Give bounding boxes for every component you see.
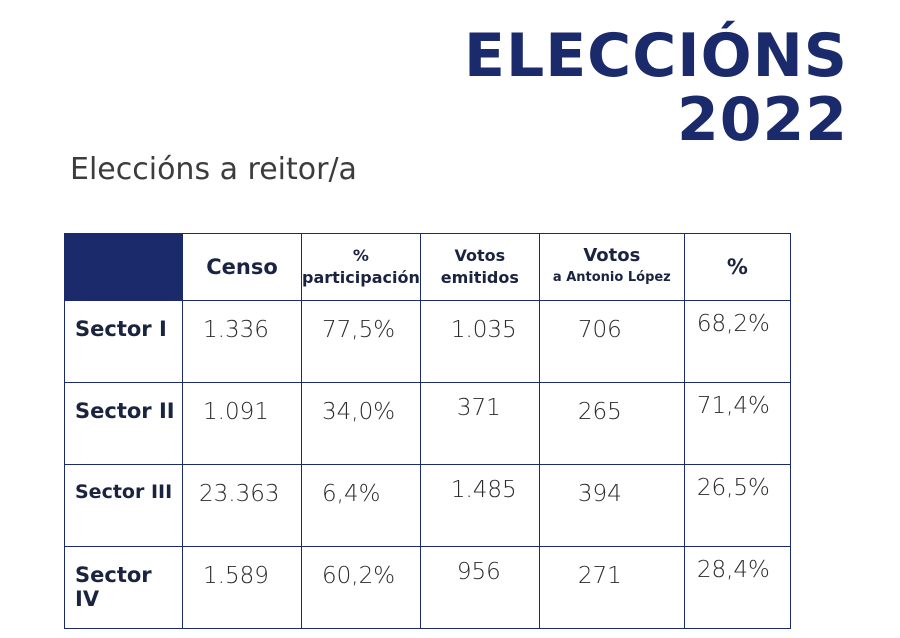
- col-header-emitidos-line1: Votos: [454, 246, 506, 265]
- cell-pct: 26,5%: [683, 464, 791, 547]
- cell-censo: 1.336: [182, 300, 302, 383]
- cell-censo: 23.363: [182, 464, 302, 547]
- cell-votos-lopez: 706: [538, 300, 685, 383]
- title-line-1: ELECCIÓNS: [463, 21, 848, 91]
- cell-participacion: 60,2%: [301, 546, 421, 629]
- table-corner-cell: [64, 233, 183, 301]
- row-label: Sector II: [64, 382, 183, 465]
- row-label: Sector I: [64, 300, 183, 383]
- cell-votos-lopez: 394: [538, 464, 685, 547]
- cell-participacion: 34,0%: [301, 382, 421, 465]
- cell-pct: 71,4%: [683, 382, 791, 465]
- col-header-censo: Censo: [182, 233, 302, 301]
- table-row: Sector I 1.336 77,5% 1.035 706 68,2%: [64, 300, 791, 383]
- table-header-row: Censo % participación Votos emitidos Vot…: [64, 233, 791, 301]
- cell-votos-lopez: 271: [538, 546, 685, 629]
- cell-censo: 1.589: [182, 546, 302, 629]
- page-subtitle: Eleccións a reitor/a: [70, 152, 357, 187]
- title-line-2: 2022: [677, 85, 848, 155]
- col-header-votos-lopez: Votos a Antonio López: [538, 233, 685, 301]
- cell-emitidos: 956: [419, 546, 540, 629]
- cell-pct: 28,4%: [683, 546, 791, 629]
- cell-pct: 68,2%: [683, 300, 791, 383]
- row-label: Sector IV: [64, 546, 183, 629]
- page-title: ELECCIÓNS 2022: [464, 24, 848, 152]
- col-header-participacion: % participación: [301, 233, 421, 301]
- cell-censo: 1.091: [182, 382, 302, 465]
- col-header-participacion-symbol: %: [352, 246, 369, 265]
- table-row: Sector II 1.091 34,0% 371 265 71,4%: [64, 382, 791, 465]
- col-header-emitidos: Votos emitidos: [419, 233, 540, 301]
- cell-participacion: 77,5%: [301, 300, 421, 383]
- col-header-votos-lopez-line1: Votos: [583, 245, 641, 266]
- cell-emitidos: 371: [419, 382, 540, 465]
- cell-participacion: 6,4%: [301, 464, 421, 547]
- col-header-emitidos-line2: emitidos: [440, 268, 519, 287]
- table-row: Sector III 23.363 6,4% 1.485 394 26,5%: [64, 464, 791, 547]
- col-header-pct: %: [683, 233, 791, 301]
- cell-votos-lopez: 265: [538, 382, 685, 465]
- cell-emitidos: 1.035: [419, 300, 540, 383]
- row-label: Sector III: [64, 464, 183, 547]
- col-header-votos-lopez-line2: a Antonio López: [552, 270, 671, 285]
- cell-emitidos: 1.485: [419, 464, 540, 547]
- results-table: Censo % participación Votos emitidos Vot…: [64, 233, 791, 629]
- table-row: Sector IV 1.589 60,2% 956 271 28,4%: [64, 546, 791, 629]
- col-header-participacion-text: participación: [302, 268, 420, 287]
